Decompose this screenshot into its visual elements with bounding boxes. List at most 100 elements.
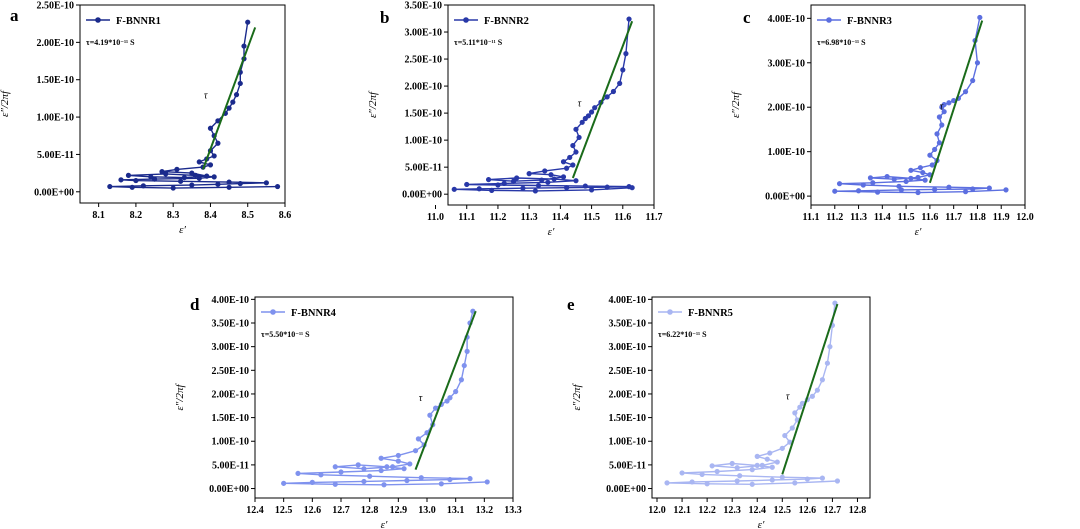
y-tick-label: 0.00E+00 — [34, 187, 74, 198]
x-tick-label: 8.1 — [92, 210, 105, 221]
y-tick-label: 0.00E+00 — [765, 192, 805, 203]
data-point — [381, 482, 387, 488]
tau-marker: τ — [578, 99, 582, 110]
data-point — [451, 186, 457, 192]
data-point — [241, 43, 247, 49]
x-tick-label: 13.1 — [447, 505, 465, 516]
y-tick-label: 1.00E-10 — [609, 437, 647, 448]
data-point — [936, 140, 943, 146]
data-point — [361, 478, 367, 485]
data-point — [626, 184, 632, 190]
data-point — [464, 181, 470, 188]
x-axis-title: ε′ — [381, 519, 388, 529]
x-tick-label: 11.5 — [583, 212, 600, 223]
plot-frame — [447, 4, 655, 206]
data-point — [962, 89, 969, 95]
data-point — [181, 174, 187, 181]
data-point — [444, 398, 450, 404]
data-point — [936, 114, 943, 120]
y-tick-label: 5.00E-11 — [37, 150, 74, 161]
data-point — [610, 88, 617, 95]
data-point — [532, 188, 538, 194]
x-axis-title: ε′ — [758, 519, 765, 529]
fit-line — [414, 310, 477, 470]
y-tick-label: 3.50E-10 — [609, 319, 647, 330]
data-point — [898, 187, 904, 193]
x-tick-label: 11.3 — [521, 212, 538, 223]
data-point — [570, 142, 576, 149]
y-tick-label: 5.00E-11 — [405, 163, 442, 174]
data-point — [699, 471, 705, 477]
legend-swatch-marker — [667, 309, 673, 315]
data-point — [390, 464, 396, 470]
data-point — [510, 178, 517, 184]
data-point — [495, 182, 501, 188]
data-point — [941, 109, 947, 115]
x-tick-label: 11.4 — [552, 212, 569, 223]
data-point — [774, 459, 780, 465]
legend-swatch-marker — [270, 309, 276, 315]
y-tick-label: 2.50E-10 — [609, 366, 647, 377]
data-point — [819, 377, 825, 383]
data-point — [573, 149, 579, 155]
y-tick-label: 1.00E-10 — [37, 113, 75, 124]
data-point — [447, 476, 453, 483]
data-point — [891, 176, 897, 182]
data-point — [211, 174, 217, 180]
data-point — [986, 185, 992, 191]
data-point — [174, 166, 180, 172]
panel-letter: c — [743, 8, 751, 27]
data-point — [570, 162, 576, 168]
y-tick-label: 0.00E+00 — [402, 190, 442, 201]
x-tick-label: 12.1 — [673, 505, 691, 516]
data-point — [764, 456, 770, 462]
data-point — [970, 186, 976, 192]
data-point — [582, 183, 588, 189]
x-tick-label: 13.3 — [504, 505, 522, 516]
data-point — [929, 162, 935, 168]
data-point — [588, 109, 595, 115]
plot-frame — [810, 4, 1026, 206]
data-point — [560, 174, 567, 180]
data-point — [729, 460, 735, 467]
data-point — [896, 183, 902, 189]
data-point — [237, 80, 243, 87]
data-point — [623, 51, 629, 57]
data-point — [170, 185, 176, 191]
data-point — [189, 182, 195, 188]
y-axis-title: ε″/2πf — [174, 383, 186, 411]
data-point — [464, 348, 470, 354]
data-point — [804, 476, 810, 482]
x-tick-label: 13.2 — [476, 505, 494, 516]
x-tick-label: 12.6 — [799, 505, 817, 516]
y-tick-label: 1.50E-10 — [37, 75, 75, 86]
data-point — [245, 19, 251, 25]
y-tick-label: 4.00E-10 — [609, 295, 647, 306]
data-point — [433, 405, 439, 411]
data-point — [404, 477, 410, 484]
data-point — [514, 175, 520, 181]
y-tick-label: 2.00E-10 — [609, 389, 647, 400]
y-tick-label: 0.00E+00 — [209, 484, 249, 495]
x-tick-label: 11.3 — [850, 212, 867, 223]
data-point — [737, 473, 743, 479]
plot-frame — [651, 296, 871, 499]
data-point — [946, 100, 952, 106]
legend-label: F-BNNR5 — [688, 308, 733, 319]
data-point — [939, 122, 945, 128]
tau-annotation: τ=6.98*10⁻¹¹ S — [817, 38, 866, 47]
data-point — [159, 169, 165, 175]
data-point — [734, 478, 740, 484]
data-point — [974, 60, 981, 66]
data-point — [542, 168, 548, 174]
y-tick-label: 5.00E-11 — [212, 460, 249, 471]
legend-label: F-BNNR1 — [116, 16, 161, 27]
data-point — [535, 182, 542, 189]
data-point — [395, 458, 401, 464]
panel-letter: b — [380, 8, 389, 27]
panel-b: 11.0 11.1 11.2 11.3 11.4 11.5 11.6 11.7 0.00E+00… — [367, 1, 662, 239]
x-tick-label: 11.6 — [614, 212, 631, 223]
x-tick-label: 12.2 — [698, 505, 716, 516]
data-point — [215, 140, 221, 146]
x-tick-label: 11.2 — [826, 212, 843, 223]
